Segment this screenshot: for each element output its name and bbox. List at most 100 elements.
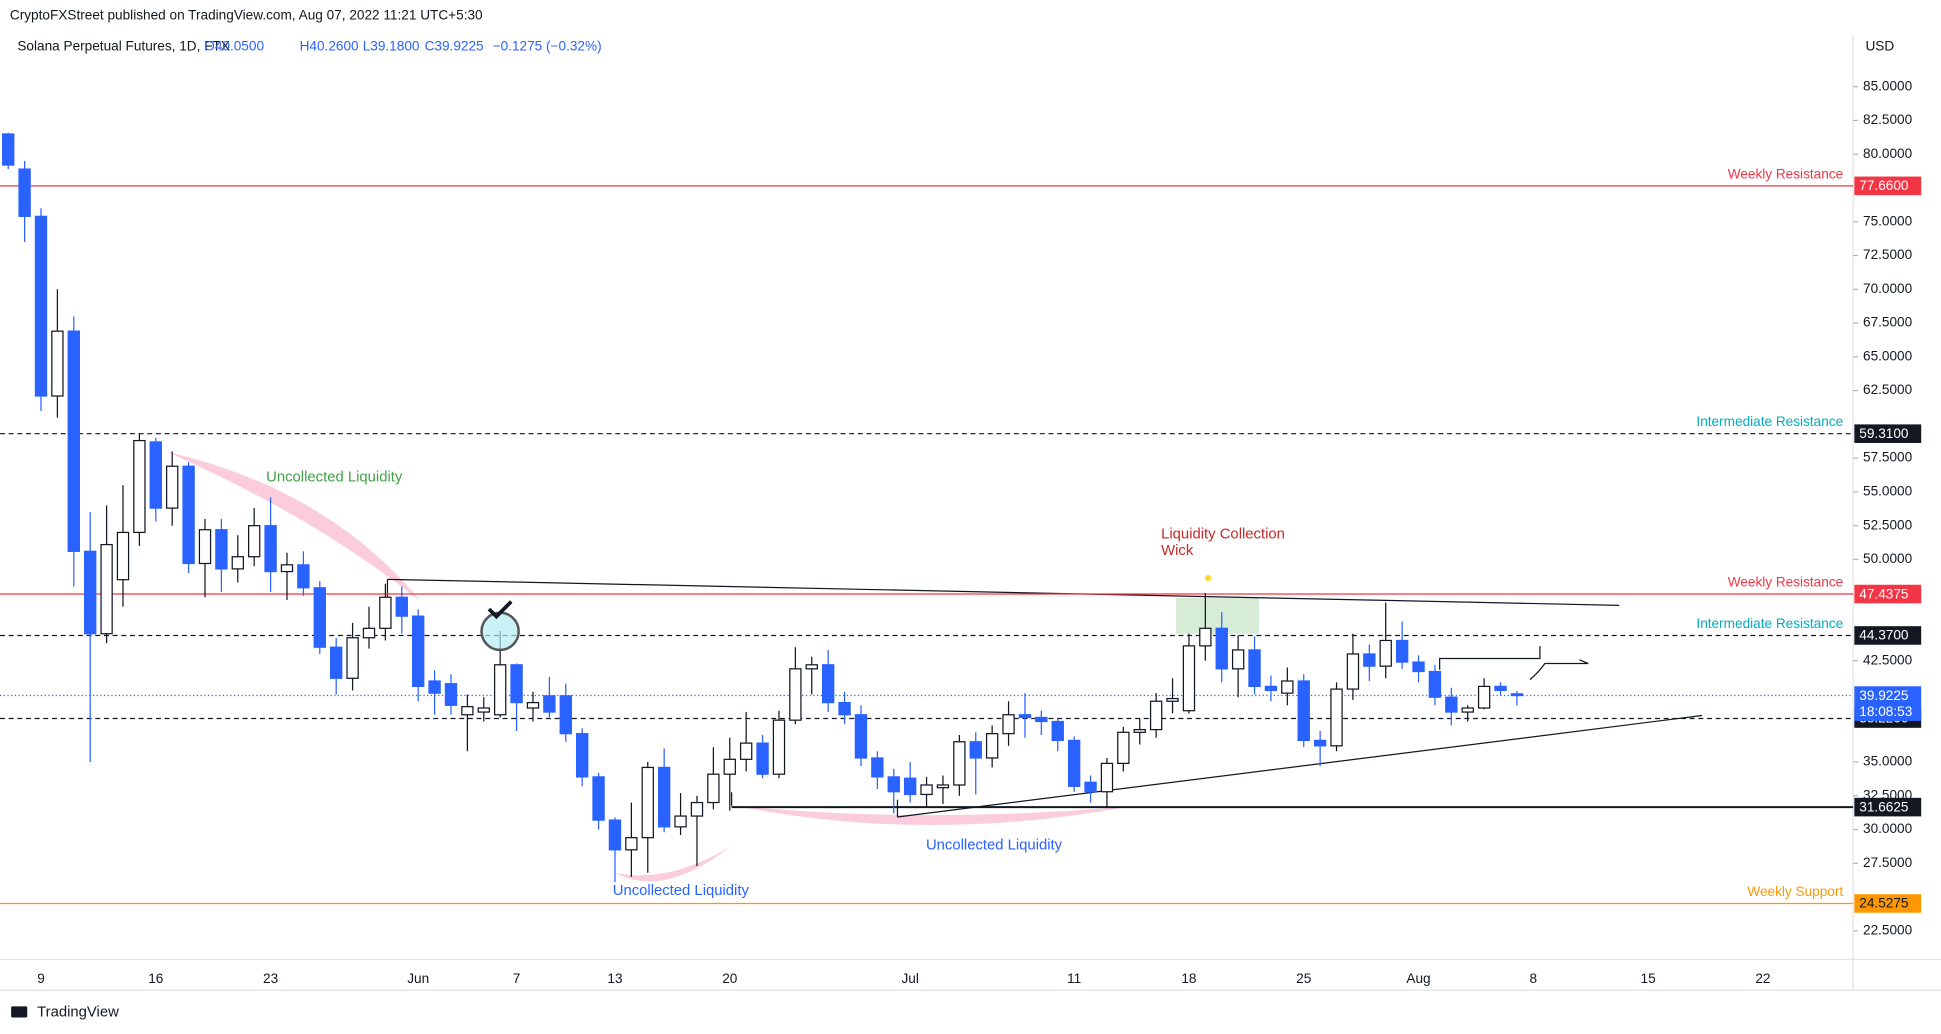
candle-body — [231, 556, 244, 570]
x-tick-label: 13 — [607, 971, 622, 986]
candle-body — [1215, 627, 1228, 670]
candle-body — [1117, 731, 1130, 764]
candle-body — [559, 695, 572, 735]
candle-body — [936, 784, 950, 789]
candle-body — [248, 525, 261, 558]
annotation: Uncollected Liquidity — [926, 837, 1063, 853]
annotation: Liquidity Collection — [1161, 527, 1285, 543]
candle-body — [67, 330, 80, 552]
candle-body — [789, 668, 802, 721]
y-tick-label: 65.0000 — [1863, 348, 1913, 363]
level-label: 44.3700 — [1859, 628, 1909, 643]
level-label: 77.6600 — [1859, 178, 1909, 193]
candle-body — [51, 330, 64, 397]
x-tick-label: 23 — [263, 971, 278, 986]
last-price-countdown: 18:08:53 — [1859, 704, 1912, 719]
candle-body — [1182, 645, 1196, 712]
candle-body — [838, 701, 851, 716]
y-tick-label: 67.5000 — [1863, 315, 1913, 330]
candle-body — [1035, 716, 1048, 723]
candle-body — [1264, 685, 1278, 692]
candle-body — [641, 766, 654, 839]
candle-body — [805, 664, 818, 670]
candle-body — [608, 819, 622, 851]
y-tick-label: 27.5000 — [1863, 855, 1913, 870]
candle-body — [903, 777, 917, 796]
candle-body — [674, 815, 687, 828]
y-tick-label: 70.0000 — [1863, 281, 1913, 296]
y-tick-label: 52.5000 — [1863, 517, 1913, 532]
y-tick-label: 80.0000 — [1863, 146, 1913, 161]
x-tick-label: 9 — [37, 971, 45, 986]
candle-body — [264, 525, 277, 573]
candle-body — [411, 615, 425, 688]
candle-body — [690, 801, 704, 817]
y-tick-label: 42.5000 — [1863, 652, 1913, 667]
x-tick-label: Jul — [901, 971, 918, 986]
trend-line — [387, 578, 1620, 606]
candle-body — [1067, 739, 1081, 787]
level-label-box — [1854, 626, 1922, 645]
level-name: Weekly Resistance — [1728, 574, 1843, 589]
candle-body — [2, 133, 15, 166]
candle-body — [34, 215, 48, 397]
candle-body — [149, 441, 162, 509]
candle-body — [969, 741, 982, 759]
candle-body — [871, 757, 884, 778]
logo-icon — [11, 1006, 28, 1018]
candle-body — [379, 596, 392, 629]
candle-body — [723, 758, 736, 775]
candle-body — [116, 531, 130, 581]
candle-body — [1084, 781, 1097, 793]
y-tick-label: 50.0000 — [1863, 551, 1913, 566]
candle-body — [1297, 680, 1310, 742]
highlight-circle — [480, 611, 520, 652]
ohlc-low: L39.1800 — [363, 39, 420, 54]
candle-body — [84, 550, 97, 635]
candle-body — [1395, 639, 1409, 663]
y-tick-label: 55.0000 — [1863, 483, 1913, 498]
check-mark — [487, 600, 513, 620]
currency: USD — [1865, 39, 1894, 54]
candle-body — [444, 683, 458, 706]
candle-body — [920, 784, 933, 796]
overlay — [480, 600, 520, 652]
candle-body — [887, 776, 900, 793]
candle-body — [1149, 700, 1163, 731]
candle-body — [1100, 762, 1114, 793]
candle-body — [297, 564, 310, 589]
candle-body — [575, 733, 589, 778]
candle-body — [182, 465, 195, 565]
candle-body — [395, 596, 408, 617]
candle-body — [592, 776, 605, 821]
level-label: 59.3100 — [1859, 426, 1909, 441]
y-tick-label: 72.5000 — [1863, 247, 1913, 262]
level-label-box — [1854, 797, 1922, 817]
y-tick-label: 85.0000 — [1863, 78, 1913, 93]
candle-body — [543, 695, 556, 713]
x-tick-label: Jun — [407, 971, 429, 986]
level-name: Weekly Support — [1747, 884, 1843, 899]
candle-body — [1412, 661, 1425, 673]
candle-body — [1330, 688, 1343, 747]
ohlc-change: −0.1275 (−0.32%) — [493, 39, 602, 54]
candle-body — [428, 680, 441, 694]
candle-body — [739, 742, 753, 760]
candle-body — [1002, 714, 1015, 735]
liquidity-arc — [736, 805, 1133, 826]
annotation: Uncollected Liquidity — [613, 883, 750, 899]
annotation: Uncollected Liquidity — [266, 470, 403, 486]
candle-body — [198, 529, 212, 565]
x-tick-label: 25 — [1296, 971, 1311, 986]
candle-body — [985, 733, 999, 759]
last-price-label: 39.9225 — [1859, 688, 1908, 703]
liquidity-arc — [615, 846, 731, 882]
candle-body — [1281, 680, 1294, 694]
candle-body — [166, 465, 179, 509]
level-label: 31.6625 — [1859, 799, 1908, 814]
x-tick-label: 8 — [1530, 971, 1538, 986]
x-tick-label: 22 — [1755, 971, 1770, 986]
candle-body — [657, 766, 671, 828]
candle-body — [772, 719, 786, 775]
